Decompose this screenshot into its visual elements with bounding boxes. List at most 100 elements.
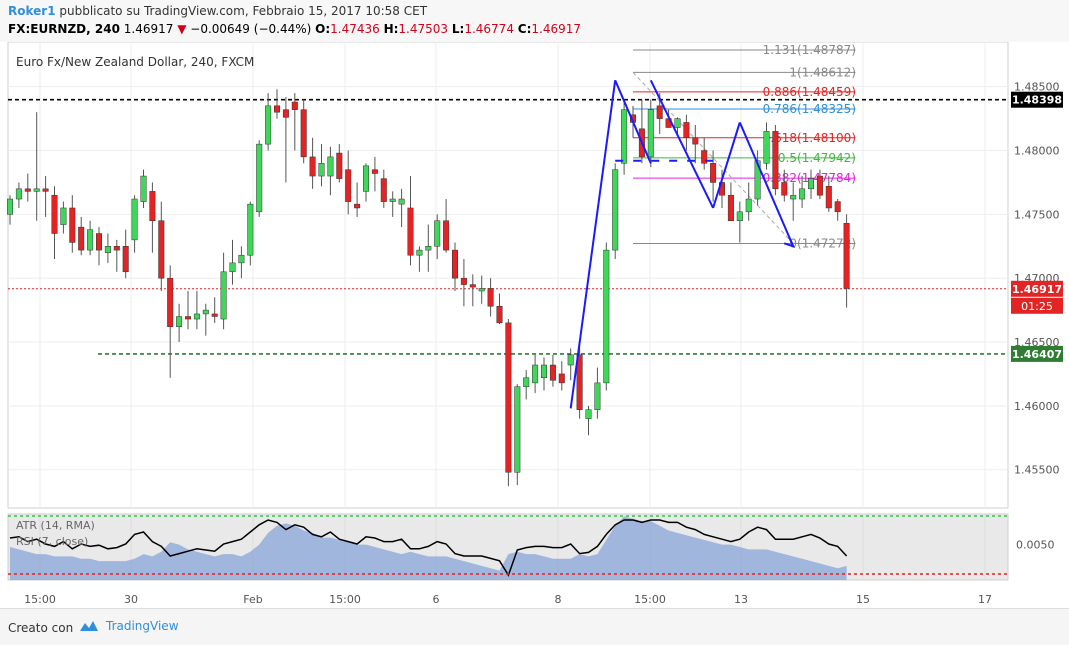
candle-body bbox=[425, 246, 432, 251]
candle-body bbox=[158, 220, 165, 279]
chart-header: Roker1 pubblicato su TradingView.com, Fe… bbox=[0, 0, 1069, 43]
candle-body bbox=[51, 194, 58, 234]
candle-body bbox=[345, 169, 352, 202]
candle-body bbox=[603, 249, 610, 384]
tradingview-logo[interactable]: TradingView bbox=[78, 619, 179, 633]
price-level-label: 1.46407 bbox=[1012, 348, 1062, 361]
price-level-label: 1.46917 bbox=[1012, 283, 1062, 296]
candle-body bbox=[96, 233, 102, 251]
time-tick-label: Feb bbox=[243, 593, 262, 606]
footer: Creato con TradingView bbox=[0, 608, 1069, 645]
candle-body bbox=[532, 364, 539, 384]
wave-line bbox=[649, 79, 714, 209]
price-tick-label: 1.45500 bbox=[1014, 464, 1060, 477]
time-tick-label: 15:00 bbox=[634, 593, 666, 606]
candle-body bbox=[42, 188, 49, 192]
candle-body bbox=[514, 386, 521, 473]
chart-title: Euro Fx/New Zealand Dollar, 240, FXCM bbox=[16, 55, 254, 69]
candle-body bbox=[460, 277, 467, 285]
candle-body bbox=[772, 131, 779, 190]
candle-body bbox=[354, 203, 361, 209]
tradingview-cloud-icon bbox=[80, 621, 98, 631]
price-level-badge bbox=[1011, 280, 1063, 297]
candle-body bbox=[363, 165, 369, 192]
candlestick-chart[interactable]: 15:00 30 Feb 15:00 6 8 15:00 13 15 17 1.48500 1.480… bbox=[0, 41, 1069, 608]
price-tick-label: 1.48000 bbox=[1014, 145, 1060, 158]
candle-body bbox=[754, 160, 761, 200]
indicator-label: ATR (14, RMA) bbox=[16, 519, 95, 532]
fib-level-label: 0.786(1.48325) bbox=[763, 102, 856, 116]
candle-body bbox=[576, 354, 583, 410]
candle-body bbox=[149, 191, 156, 221]
candle-body bbox=[523, 377, 530, 387]
price-tick-label: 1.47500 bbox=[1014, 208, 1060, 221]
candle-body bbox=[736, 211, 743, 221]
candle-body bbox=[443, 220, 450, 251]
chart-area[interactable]: 15:00 30 Feb 15:00 6 8 15:00 13 15 17 1.48500 1.480… bbox=[0, 41, 1069, 608]
time-tick-label: 15:00 bbox=[24, 593, 56, 606]
price-level-label: 1.48398 bbox=[1012, 94, 1062, 107]
close-label: C: bbox=[517, 22, 532, 36]
candle-body bbox=[674, 118, 681, 128]
fib-level-label: 0.5(1.47942) bbox=[778, 151, 856, 165]
candle-body bbox=[131, 198, 138, 241]
price-tick-label: 1.48500 bbox=[1014, 81, 1060, 94]
price-level-badge bbox=[1011, 91, 1063, 108]
candle-body bbox=[122, 246, 129, 273]
candle-body bbox=[656, 105, 663, 119]
candle-body bbox=[594, 382, 601, 410]
wave-line bbox=[614, 79, 652, 164]
indicator-tick-label: 0.0050 bbox=[1016, 539, 1055, 552]
candle-body bbox=[621, 109, 628, 164]
candle-body bbox=[692, 137, 699, 145]
candle-body bbox=[24, 188, 31, 192]
candle-body bbox=[78, 226, 85, 251]
author-name[interactable]: Roker1 bbox=[8, 4, 56, 18]
candle-body bbox=[585, 409, 592, 419]
price-change: −0.00649 (−0.44%) bbox=[190, 22, 312, 36]
candle-body bbox=[7, 198, 13, 215]
ohlc-line: FX:EURNZD, 240 1.46917 ▼ −0.00649 (−0.44… bbox=[8, 22, 581, 36]
indicator-label: RSI (7, close) bbox=[16, 535, 88, 548]
candle-body bbox=[193, 313, 200, 320]
candle-body bbox=[834, 201, 841, 213]
candle-body bbox=[567, 354, 574, 366]
candle-body bbox=[113, 246, 120, 251]
candle-body bbox=[229, 262, 236, 273]
fib-level-label: 0(1.47272) bbox=[789, 236, 856, 250]
candle-body bbox=[318, 163, 325, 177]
candle-body bbox=[727, 194, 734, 221]
candle-body bbox=[185, 316, 191, 320]
candle-body bbox=[549, 364, 556, 381]
candle-body bbox=[487, 288, 494, 307]
candle-body bbox=[327, 156, 334, 177]
wave-line bbox=[569, 80, 617, 409]
candle-body bbox=[291, 101, 298, 110]
candle-body bbox=[781, 182, 788, 196]
fib-level-label: 0.886(1.48459) bbox=[763, 85, 856, 99]
candle-body bbox=[87, 229, 94, 251]
candle-body bbox=[558, 373, 565, 384]
wave-line bbox=[712, 122, 741, 209]
candle-body bbox=[69, 207, 76, 243]
price-level-badge bbox=[1011, 345, 1063, 362]
candle-body bbox=[647, 109, 654, 158]
candle-body bbox=[380, 178, 387, 202]
candle-body bbox=[816, 175, 823, 196]
price-tick-label: 1.46500 bbox=[1014, 336, 1060, 349]
candle-body bbox=[710, 163, 717, 183]
created-with-text: Creato con bbox=[8, 621, 74, 635]
candle-body bbox=[799, 188, 806, 200]
down-arrow-icon: ▼ bbox=[177, 22, 187, 36]
open-label: O: bbox=[315, 22, 331, 36]
candle-body bbox=[176, 316, 183, 327]
open-value: 1.47436 bbox=[330, 22, 380, 36]
brand-name: TradingView bbox=[106, 619, 179, 633]
candle-body bbox=[541, 364, 547, 379]
candle-body bbox=[745, 198, 752, 213]
candle-body bbox=[300, 109, 307, 158]
candle-body bbox=[469, 284, 476, 288]
candle-body bbox=[808, 178, 814, 190]
price-tick-label: 1.46000 bbox=[1014, 400, 1060, 413]
candle-body bbox=[398, 198, 405, 205]
